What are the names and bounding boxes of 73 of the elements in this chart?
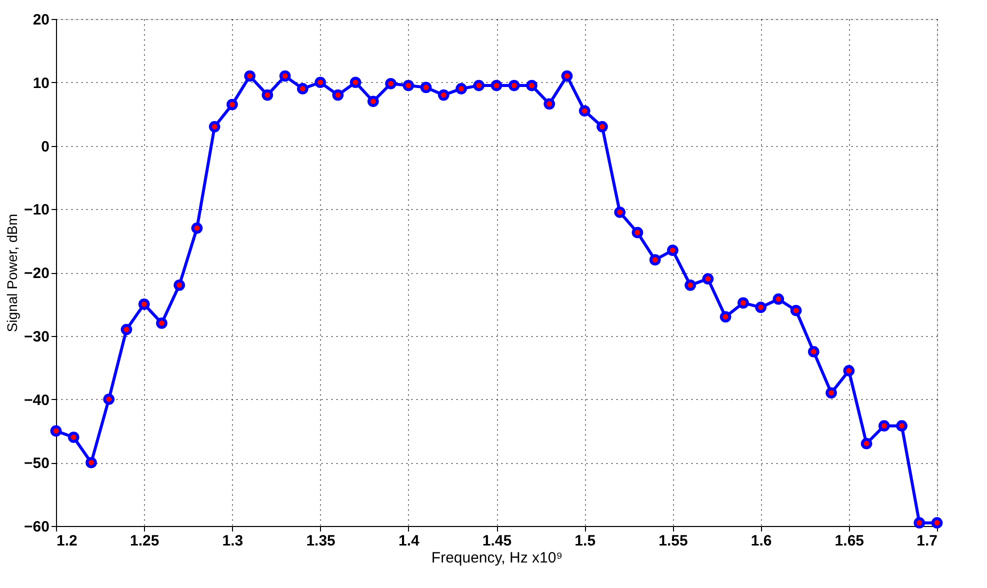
point (402, 80, 414, 92)
point (578, 105, 590, 117)
point (208, 121, 220, 132)
y-tick-label: 0 (41, 138, 50, 156)
y-axis-title: Signal Power, dBm (4, 214, 20, 332)
y-tick-label: −60 (24, 518, 50, 536)
point (896, 420, 908, 432)
point (438, 89, 450, 101)
y-tick-label: 20 (32, 12, 50, 28)
point (755, 302, 766, 314)
x-tick-label: 1.35 (306, 532, 336, 550)
x-tick-label: 1.7 (916, 532, 938, 550)
point (86, 456, 97, 468)
point (296, 83, 308, 94)
point (120, 324, 132, 336)
point (720, 311, 732, 323)
point (632, 226, 644, 238)
point (68, 432, 80, 443)
point (684, 280, 696, 291)
x-tick-label: 1.2 (56, 532, 78, 550)
point (667, 244, 678, 256)
point (649, 254, 661, 266)
point (103, 394, 115, 405)
point (332, 89, 344, 101)
point (314, 76, 326, 88)
y-tick-label: −30 (24, 328, 50, 346)
x-tick-label: 1.25 (130, 532, 160, 550)
y-tick-label: −10 (24, 202, 50, 219)
point (262, 89, 274, 101)
point (596, 121, 608, 132)
point (808, 346, 820, 358)
point (156, 318, 168, 329)
point (878, 420, 890, 432)
point (473, 80, 485, 92)
x-axis-title: Frequency, Hz x10⁹ (431, 550, 563, 566)
x-tick-label: 1.65 (834, 532, 864, 550)
x-tick-label: 1.3 (222, 532, 244, 550)
point (526, 80, 538, 92)
x-tick-label: 1.5 (574, 532, 596, 550)
point (931, 517, 943, 529)
point (244, 70, 256, 82)
point (456, 83, 467, 94)
y-tick-label: 10 (32, 74, 50, 92)
point (138, 298, 150, 310)
point (561, 70, 573, 82)
point (191, 222, 203, 234)
y-tick-label: −20 (24, 265, 50, 282)
x-tick-label: 1.55 (658, 532, 688, 550)
point (860, 438, 872, 450)
point (614, 206, 626, 218)
point (737, 297, 749, 309)
point (772, 293, 784, 305)
point (914, 517, 926, 529)
point (279, 70, 291, 82)
y-tick-label: −50 (24, 455, 50, 472)
point (420, 82, 432, 94)
x-tick-label: 1.45 (482, 532, 512, 550)
point (490, 80, 502, 92)
point (385, 78, 396, 90)
point (826, 387, 837, 399)
x-tick-label: 1.4 (398, 532, 420, 550)
point (843, 365, 855, 376)
point (702, 273, 714, 285)
x-tick-label: 1.6 (750, 532, 772, 550)
point (226, 98, 238, 110)
y-tick-label: −40 (24, 392, 50, 409)
point (350, 76, 362, 88)
point (367, 96, 379, 108)
point (50, 425, 62, 437)
point (790, 304, 802, 316)
point (174, 280, 186, 291)
point (544, 98, 556, 110)
point (508, 80, 520, 92)
